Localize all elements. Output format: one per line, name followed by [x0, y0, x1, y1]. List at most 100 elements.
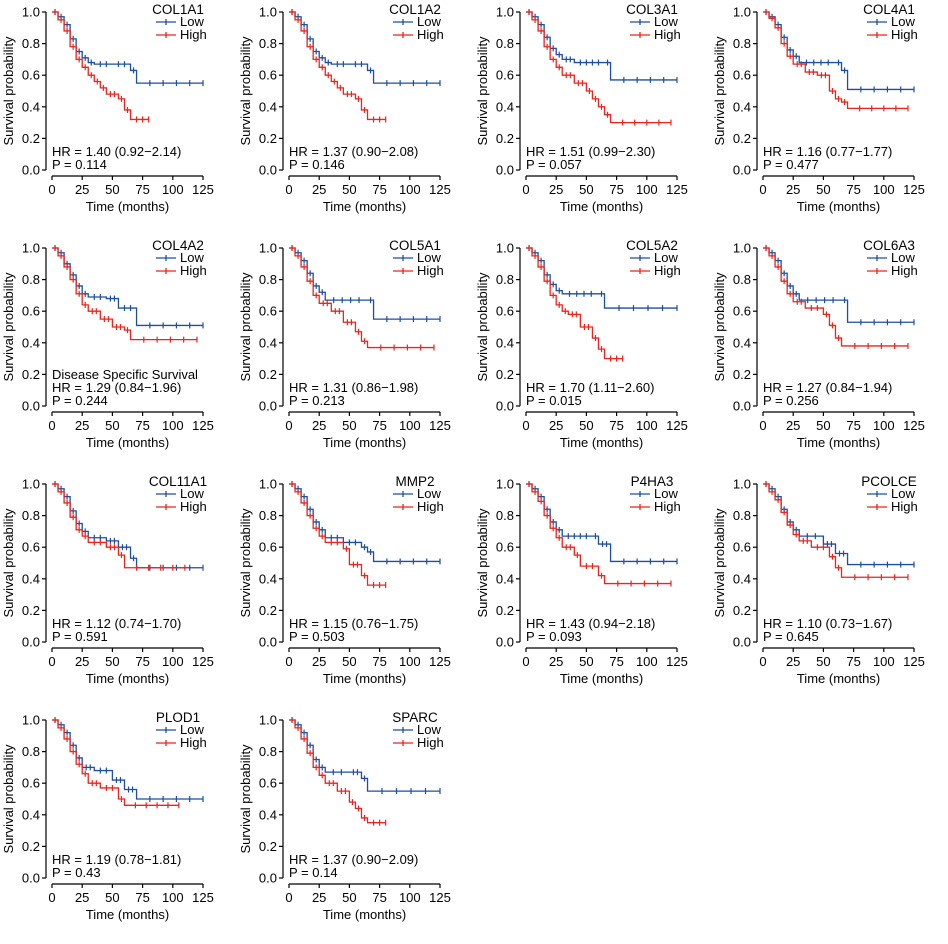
- y-tick-label: 0.8: [22, 508, 40, 523]
- km-panel-col5a2: 0.0 0.2 0.4 0.6 0.8 1.0 0 25 50 75 100 125 Time (mon…: [474, 236, 711, 472]
- y-tick-label: 0.0: [496, 635, 514, 650]
- y-tick-label: 1.0: [496, 477, 514, 492]
- hazard-ratio-label: HR = 1.27 (0.84−1.94): [763, 380, 892, 395]
- y-tick-label: 0.4: [496, 571, 514, 586]
- high-series-group: [526, 245, 624, 362]
- p-value-label: P = 0.14: [289, 865, 338, 880]
- legend-label-low: Low: [891, 250, 915, 265]
- low-survival-curve: [289, 719, 440, 792]
- y-tick-label: 0.6: [496, 540, 514, 555]
- high-series-group: [52, 481, 186, 571]
- x-tick-label: 75: [609, 418, 623, 433]
- y-tick-label: 0.0: [22, 871, 40, 886]
- y-tick-label: 0.8: [733, 508, 751, 523]
- y-tick-label: 0.4: [496, 99, 514, 114]
- legend-label-low: Low: [417, 722, 441, 737]
- high-series-group: [526, 481, 672, 587]
- y-tick-label: 0.8: [259, 36, 277, 51]
- x-tick-label: 50: [342, 182, 356, 197]
- low-survival-curve: [526, 11, 677, 81]
- x-tick-label: 25: [549, 418, 563, 433]
- x-tick-label: 75: [372, 890, 386, 905]
- x-axis-title: Time (months): [86, 435, 169, 450]
- x-tick-label: 125: [903, 418, 925, 433]
- y-tick-label: 0.0: [259, 399, 277, 414]
- high-series-group: [52, 245, 198, 343]
- x-tick-label: 75: [609, 654, 623, 669]
- y-tick-label: 1.0: [496, 5, 514, 20]
- km-panel-col1a2: 0.0 0.2 0.4 0.6 0.8 1.0 0 25 50 75 100 125 Time (mon…: [237, 0, 474, 236]
- y-axis-title: Survival probability: [1, 744, 16, 854]
- high-series-group: [763, 245, 909, 349]
- x-tick-label: 50: [342, 654, 356, 669]
- y-tick-label: 1.0: [259, 477, 277, 492]
- km-plot-col1a2: 0.0 0.2 0.4 0.6 0.8 1.0 0 25 50 75 100 125 Time (mon…: [238, 2, 451, 214]
- km-plot-col1a1: 0.0 0.2 0.4 0.6 0.8 1.0 0 25 50 75 100 125 Time (mon…: [1, 2, 214, 214]
- y-tick-label: 0.6: [496, 68, 514, 83]
- x-tick-label: 75: [609, 182, 623, 197]
- y-tick-label: 0.0: [22, 399, 40, 414]
- y-tick-label: 0.8: [496, 272, 514, 287]
- km-panel-col1a1: 0.0 0.2 0.4 0.6 0.8 1.0 0 25 50 75 100 125 Time (mon…: [0, 0, 237, 236]
- y-tick-label: 0.6: [733, 304, 751, 319]
- y-tick-label: 0.8: [22, 272, 40, 287]
- y-tick-label: 0.2: [22, 839, 40, 854]
- y-tick-label: 0.0: [259, 163, 277, 178]
- km-panel-sparc: 0.0 0.2 0.4 0.6 0.8 1.0 0 25 50 75 100 125 Time (mon…: [237, 708, 474, 944]
- y-tick-label: 0.8: [733, 36, 751, 51]
- low-series-group: [52, 717, 204, 802]
- p-value-label: P = 0.256: [763, 393, 819, 408]
- x-tick-label: 100: [162, 182, 184, 197]
- survival-type-note: Disease Specific Survival: [52, 367, 198, 382]
- y-tick-label: 0.2: [496, 131, 514, 146]
- legend-label-low: Low: [891, 14, 915, 29]
- high-survival-curve: [526, 11, 671, 124]
- x-tick-label: 100: [399, 654, 421, 669]
- x-axis-title: Time (months): [797, 435, 880, 450]
- x-tick-label: 100: [873, 654, 895, 669]
- y-tick-label: 1.0: [733, 477, 751, 492]
- y-tick-label: 0.2: [22, 603, 40, 618]
- y-tick-label: 0.6: [259, 540, 277, 555]
- x-tick-label: 100: [399, 182, 421, 197]
- x-tick-label: 100: [399, 890, 421, 905]
- p-value-label: P = 0.645: [763, 629, 819, 644]
- low-survival-curve: [763, 11, 914, 91]
- legend-label-high: High: [180, 735, 207, 750]
- km-plot-p4ha3: 0.0 0.2 0.4 0.6 0.8 1.0 0 25 50 75 100 125 Time (mon…: [475, 474, 688, 686]
- x-tick-label: 125: [192, 182, 214, 197]
- x-tick-label: 25: [786, 654, 800, 669]
- x-tick-label: 75: [135, 890, 149, 905]
- y-tick-label: 0.0: [22, 635, 40, 650]
- x-tick-label: 75: [372, 182, 386, 197]
- km-plot-sparc: 0.0 0.2 0.4 0.6 0.8 1.0 0 25 50 75 100 125 Time (mon…: [238, 710, 451, 922]
- x-tick-label: 25: [312, 654, 326, 669]
- y-tick-label: 0.0: [733, 163, 751, 178]
- hazard-ratio-label: HR = 1.40 (0.92−2.14): [52, 144, 181, 159]
- y-axis-title: Survival probability: [238, 744, 253, 854]
- x-tick-label: 25: [75, 182, 89, 197]
- y-tick-label: 0.6: [22, 776, 40, 791]
- y-axis-title: Survival probability: [238, 272, 253, 382]
- x-tick-label: 125: [666, 654, 688, 669]
- x-axis-title: Time (months): [560, 435, 643, 450]
- y-axis-title: Survival probability: [475, 508, 490, 618]
- x-tick-label: 125: [192, 654, 214, 669]
- x-tick-label: 75: [846, 418, 860, 433]
- legend-label-low: Low: [654, 486, 678, 501]
- low-survival-curve: [52, 247, 203, 327]
- x-tick-label: 75: [135, 654, 149, 669]
- y-tick-label: 1.0: [22, 477, 40, 492]
- x-tick-label: 0: [759, 182, 766, 197]
- panel-title-gene: SPARC: [392, 710, 438, 725]
- x-tick-label: 75: [372, 654, 386, 669]
- y-tick-label: 0.2: [496, 603, 514, 618]
- x-axis-title: Time (months): [797, 199, 880, 214]
- y-tick-label: 1.0: [496, 241, 514, 256]
- x-tick-label: 50: [105, 418, 119, 433]
- p-value-label: P = 0.213: [289, 393, 345, 408]
- y-tick-label: 0.6: [22, 540, 40, 555]
- legend-label-low: Low: [891, 486, 915, 501]
- x-tick-label: 50: [816, 418, 830, 433]
- y-tick-label: 0.6: [22, 68, 40, 83]
